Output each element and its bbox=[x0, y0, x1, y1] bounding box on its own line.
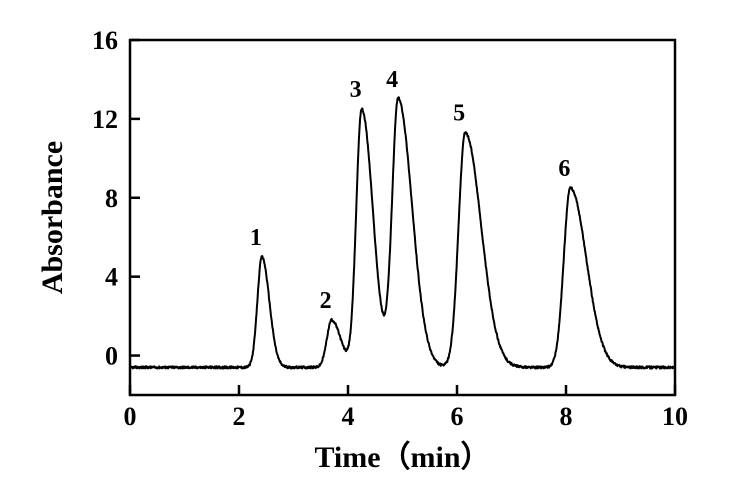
y-tick-label: 16 bbox=[92, 26, 118, 55]
peak-label: 1 bbox=[250, 225, 262, 251]
y-tick-label: 0 bbox=[105, 342, 118, 371]
chromatogram-chart: { "chart": { "type": "line", "width": 73… bbox=[0, 0, 732, 500]
peak-label: 2 bbox=[320, 288, 332, 314]
x-tick-label: 8 bbox=[560, 402, 573, 431]
x-tick-label: 6 bbox=[451, 402, 464, 431]
y-tick-label: 8 bbox=[105, 184, 118, 213]
x-tick-label: 2 bbox=[233, 402, 246, 431]
chart-svg: 02468100481216Time（min）Absorbance123456 bbox=[0, 0, 732, 500]
peak-label: 3 bbox=[350, 77, 362, 103]
x-tick-label: 10 bbox=[662, 402, 688, 431]
chromatogram-trace bbox=[130, 97, 675, 368]
peak-label: 6 bbox=[558, 156, 570, 182]
peak-label: 5 bbox=[453, 101, 465, 127]
plot-border bbox=[130, 40, 675, 395]
y-tick-label: 4 bbox=[105, 263, 118, 292]
y-axis-label: Absorbance bbox=[36, 141, 69, 294]
x-tick-label: 0 bbox=[124, 402, 137, 431]
peak-label: 4 bbox=[386, 67, 398, 93]
y-tick-label: 12 bbox=[92, 105, 118, 134]
x-tick-label: 4 bbox=[342, 402, 355, 431]
x-axis-label: Time（min） bbox=[314, 440, 490, 474]
